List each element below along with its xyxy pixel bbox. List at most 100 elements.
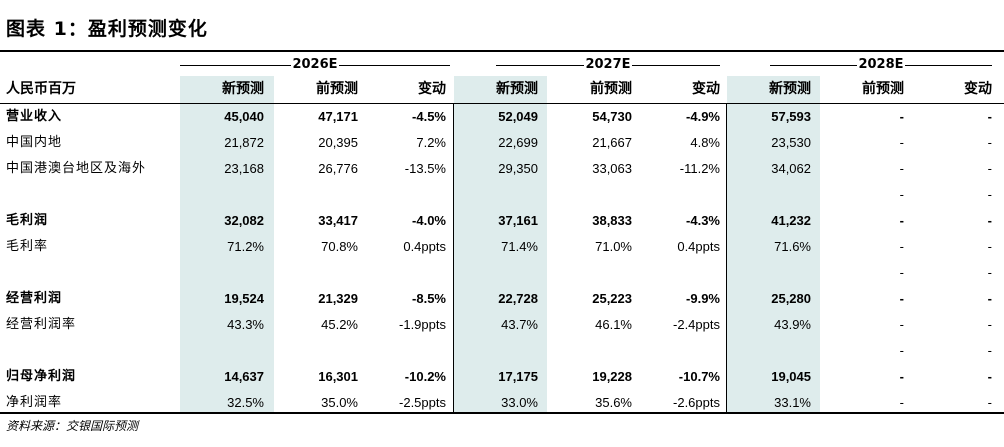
cell-prev-2028: - [899, 291, 904, 306]
cell-change-2028: - [987, 161, 992, 176]
table-row: 净利润率 32.5% 35.0% -2.5ppts 33.0% 35.6% -2.6ppts… [0, 390, 1004, 416]
cell-prev-2027: 71.0% [595, 239, 632, 254]
dash-right [338, 64, 450, 66]
cell-prev-2028: - [899, 395, 904, 410]
cell-new-2028: 43.9% [774, 317, 811, 332]
cell-new-2028: 23,530 [771, 135, 811, 150]
cell-change-2028: - [987, 213, 992, 228]
row-label: 中国内地 [6, 135, 63, 150]
cell-new-2028 [727, 260, 811, 286]
unit-label: 人民币百万 [6, 81, 76, 97]
cell-new-2026: 21,872 [224, 135, 264, 150]
cell-new-2028 [727, 338, 811, 364]
cell-change-2028: - [987, 291, 992, 306]
row-label: 归母净利润 [6, 369, 77, 384]
row-label: 净利润率 [6, 395, 63, 410]
cell-new-2028: 57,593 [771, 109, 811, 124]
table-row: 经营利润率 43.3% 45.2% -1.9ppts 43.7% 46.1% -2.4ppt… [0, 312, 1004, 338]
cell-prev-2026: 45.2% [321, 317, 358, 332]
cell-new-2028: 71.6% [774, 239, 811, 254]
divider-2026-2027 [453, 104, 454, 412]
cell-change-2028: - [987, 395, 992, 410]
cell-new-2026: 43.3% [227, 317, 264, 332]
cell-new-2028: 25,280 [771, 291, 811, 306]
cell-prev-2027: 25,223 [592, 291, 632, 306]
cell-prev-2027: 35.6% [595, 395, 632, 410]
cell-prev-2026: 33,417 [318, 213, 358, 228]
cell-change-2026 [360, 338, 446, 364]
source-note: 资料来源：交银国际预测 [6, 419, 139, 433]
page-title: 图表 1：盈利预测变化 [6, 18, 208, 40]
cell-new-2026 [180, 338, 264, 364]
cell-change-2027: -11.2% [679, 161, 720, 176]
cell-new-2026: 19,524 [224, 291, 264, 306]
cell-change-2027 [634, 260, 720, 286]
subheader-new-2026: 新预测 [222, 81, 264, 97]
cell-new-2027: 22,699 [498, 135, 538, 150]
cell-prev-2026 [274, 338, 358, 364]
cell-prev-2028: - [899, 343, 904, 358]
cell-change-2028: - [987, 135, 992, 150]
year-label: 2027E [585, 57, 631, 72]
table-row: 经营利润 19,524 21,329 -8.5% 22,728 25,223 -9.9% 25… [0, 286, 1004, 312]
cell-change-2026: -2.5ppts [399, 395, 446, 410]
cell-new-2027: 22,728 [498, 291, 538, 306]
cell-prev-2028: - [899, 109, 904, 124]
cell-prev-2027: 38,833 [592, 213, 632, 228]
cell-new-2026: 32.5% [227, 395, 264, 410]
cell-prev-2027: 54,730 [592, 109, 632, 124]
dash-left [180, 64, 292, 66]
cell-prev-2026: 20,395 [318, 135, 358, 150]
cell-change-2028: - [987, 109, 992, 124]
subheader-prev-2027: 前预测 [590, 81, 632, 97]
row-label: 经营利润率 [6, 317, 77, 332]
year-label: 2028E [858, 57, 904, 72]
cell-change-2027: -2.4ppts [673, 317, 720, 332]
cell-new-2027: 43.7% [501, 317, 538, 332]
dash-right [904, 64, 992, 66]
cell-change-2027: 4.8% [690, 135, 720, 150]
cell-new-2027: 33.0% [501, 395, 538, 410]
cell-change-2026: -8.5% [412, 291, 446, 306]
cell-new-2026 [180, 260, 264, 286]
cell-change-2026: -4.0% [412, 213, 446, 228]
cell-new-2026 [180, 182, 264, 208]
cell-prev-2026: 21,329 [318, 291, 358, 306]
cell-change-2026 [360, 182, 446, 208]
cell-prev-2027 [547, 338, 632, 364]
year-header-2026: 2026E [180, 57, 450, 73]
cell-prev-2026: 35.0% [321, 395, 358, 410]
cell-prev-2028: - [899, 213, 904, 228]
cell-new-2026: 71.2% [227, 239, 264, 254]
cell-prev-2028: - [899, 265, 904, 280]
cell-new-2026: 32,082 [224, 213, 264, 228]
cell-prev-2028: - [899, 317, 904, 332]
cell-new-2028 [727, 182, 811, 208]
cell-change-2027 [634, 182, 720, 208]
cell-new-2027: 17,175 [498, 369, 538, 384]
dash-right [631, 64, 720, 66]
bottom-rule [0, 412, 1004, 414]
shade-col-2028 [727, 76, 820, 412]
cell-prev-2027: 19,228 [592, 369, 632, 384]
cell-change-2026: 7.2% [416, 135, 446, 150]
cell-new-2027 [454, 338, 538, 364]
cell-prev-2028: - [899, 187, 904, 202]
cell-change-2026 [360, 260, 446, 286]
cell-change-2027: -10.7% [678, 369, 720, 384]
subheader-change-2028: 变动 [964, 81, 992, 97]
cell-prev-2028: - [899, 369, 904, 384]
year-header-2028: 2028E [770, 57, 992, 73]
top-rule [0, 50, 1004, 52]
cell-change-2026: 0.4ppts [403, 239, 446, 254]
cell-change-2026: -1.9ppts [399, 317, 446, 332]
cell-new-2028: 33.1% [774, 395, 811, 410]
cell-change-2028: - [987, 369, 992, 384]
table-row: -- [0, 260, 1004, 286]
cell-change-2026: -10.2% [404, 369, 446, 384]
row-label: 毛利率 [6, 239, 49, 254]
cell-new-2026: 14,637 [224, 369, 264, 384]
cell-change-2028: - [987, 343, 992, 358]
row-label: 营业收入 [6, 109, 63, 124]
table-row: 营业收入 45,040 47,171 -4.5% 52,049 54,730 -4.9% 57… [0, 104, 1004, 130]
